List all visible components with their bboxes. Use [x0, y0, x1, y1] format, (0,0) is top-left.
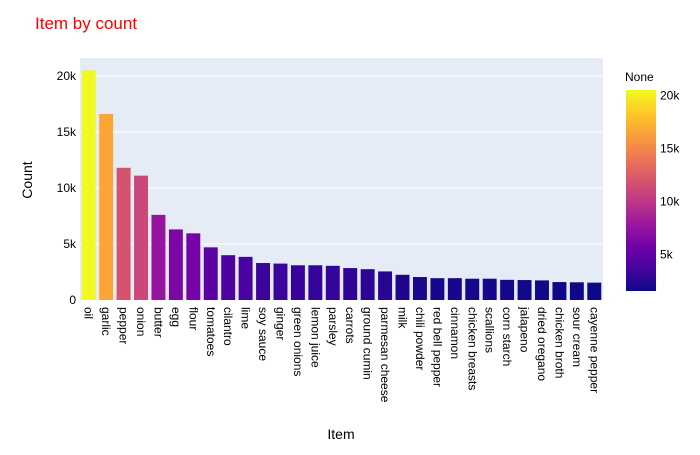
- plot-area: [80, 58, 603, 300]
- x-tick-label: green onions: [291, 307, 305, 376]
- x-tick-label: flour: [186, 307, 200, 330]
- x-tick-label: parsley: [326, 307, 340, 346]
- y-tick-label: 10k: [57, 181, 77, 195]
- bar: [134, 175, 148, 300]
- x-tick-label: dried oregano: [535, 307, 549, 381]
- bar: [81, 70, 96, 301]
- bar: [221, 255, 236, 300]
- x-tick-label: corn starch: [500, 307, 514, 366]
- colorbar-tick-label: 10k: [660, 194, 680, 208]
- bar: [517, 280, 532, 300]
- bar: [569, 282, 584, 300]
- x-tick-label: cinnamon: [448, 307, 462, 359]
- colorbar-title: None: [625, 70, 654, 84]
- x-tick-label: butter: [151, 307, 165, 338]
- bar: [116, 167, 131, 300]
- bar: [256, 263, 271, 300]
- x-tick-label: onion: [134, 307, 148, 336]
- bar: [430, 278, 445, 300]
- x-tick-label: chicken broth: [552, 307, 566, 378]
- bar: [186, 233, 201, 300]
- bar: [360, 269, 375, 300]
- bar: [308, 265, 323, 300]
- bar: [325, 265, 340, 300]
- colorbar: [626, 90, 656, 291]
- bar: [343, 268, 358, 300]
- y-axis-label: Count: [19, 161, 35, 198]
- x-tick-label: red bell pepper: [430, 307, 444, 387]
- colorbar-tick-label: 15k: [660, 141, 680, 155]
- bar: [587, 282, 602, 300]
- bar: [273, 263, 288, 300]
- bar: [151, 214, 166, 300]
- x-tick-label: ginger: [273, 307, 287, 340]
- x-tick-label: jalapeno: [518, 306, 532, 353]
- y-axis-ticks: 0 5k 10k 15k 20k: [57, 69, 77, 307]
- x-tick-label: lime: [239, 307, 253, 329]
- colorbar-tick-label: 20k: [660, 88, 680, 102]
- x-axis-label: Item: [327, 426, 354, 442]
- x-tick-label: chili powder: [413, 307, 427, 370]
- y-tick-label: 5k: [63, 237, 77, 251]
- x-tick-label: oil: [82, 307, 96, 319]
- bar: [290, 265, 305, 300]
- y-tick-label: 15k: [57, 125, 77, 139]
- x-tick-label: carrots: [343, 307, 357, 344]
- bar: [99, 114, 114, 300]
- bar: [447, 278, 462, 300]
- bar: [482, 278, 497, 300]
- x-tick-label: cilantro: [221, 307, 235, 346]
- x-tick-label: pepper: [117, 307, 131, 344]
- x-tick-label: tomatoes: [204, 307, 218, 356]
- bar: [203, 247, 218, 300]
- bar: [378, 271, 393, 300]
- x-tick-label: garlic: [99, 307, 113, 336]
- bar: [412, 277, 427, 300]
- bars: [81, 70, 602, 301]
- x-tick-label: chicken breasts: [465, 307, 479, 390]
- x-tick-label: milk: [396, 307, 410, 329]
- x-axis-ticks: oil garlic pepper onion butter egg flour tomato…: [82, 306, 602, 403]
- x-tick-label: ground cumin: [361, 307, 375, 380]
- gridlines: [80, 75, 603, 245]
- colorbar-tick-label: 5k: [660, 247, 674, 261]
- y-tick-label: 0: [69, 293, 76, 307]
- y-tick-label: 20k: [57, 69, 77, 83]
- x-tick-label: cayenne pepper: [587, 307, 601, 393]
- bar: [465, 278, 480, 300]
- bar: [395, 274, 410, 300]
- bar: [500, 279, 515, 300]
- x-tick-label: egg: [169, 307, 183, 327]
- x-tick-label: parmesan cheese: [378, 307, 392, 403]
- bar: [535, 280, 549, 300]
- chart-title: Item by count: [35, 14, 137, 33]
- bar: [238, 256, 253, 300]
- x-tick-label: soy sauce: [256, 307, 270, 361]
- x-tick-label: lemon juice: [308, 307, 322, 368]
- colorbar-ticks: 5k 10k 15k 20k: [660, 88, 680, 261]
- x-tick-label: scallions: [483, 307, 497, 353]
- bar: [552, 282, 567, 300]
- bar: [168, 229, 183, 300]
- x-tick-label: sour cream: [570, 307, 584, 367]
